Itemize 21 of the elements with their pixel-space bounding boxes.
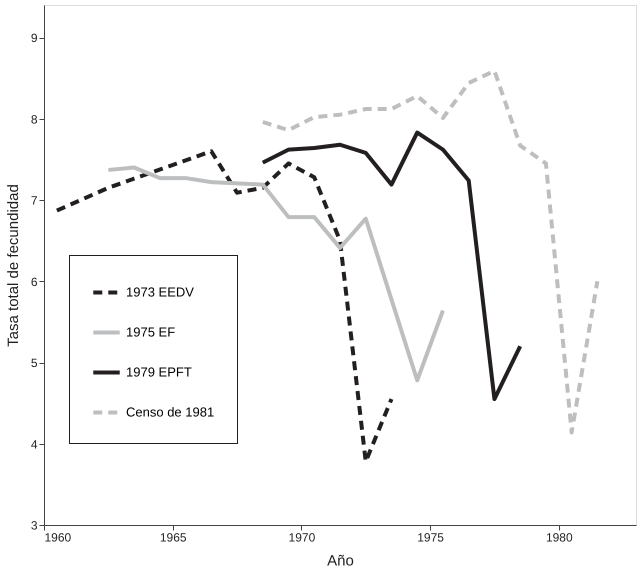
x-tick-label: 1975 <box>417 530 444 544</box>
y-tick-label: 6 <box>30 274 38 289</box>
y-tick-label: 3 <box>30 518 38 532</box>
y-axis-title: Tasa total de fecundidad <box>4 184 22 347</box>
line-series <box>106 166 445 382</box>
line-series <box>260 130 522 402</box>
legend-label: 1979 EPFT <box>126 364 192 380</box>
y-tick-label: 9 <box>30 31 38 45</box>
x-tick-label: 1980 <box>546 530 573 544</box>
y-tick-label: 4 <box>30 437 38 452</box>
legend-label: 1973 EEDV <box>126 284 194 300</box>
y-tick-label: 7 <box>30 194 38 208</box>
y-tick-label: 5 <box>30 356 38 370</box>
y-tick-label: 8 <box>30 112 38 126</box>
legend-label: Censo de 1981 <box>126 404 214 420</box>
x-tick-label: 1960 <box>44 530 72 544</box>
x-tick-label: 1965 <box>160 530 187 544</box>
x-tick-label: 1970 <box>288 530 316 544</box>
line-series <box>260 68 600 434</box>
x-axis-title: Año <box>327 552 354 570</box>
legend-label: 1975 EF <box>126 324 176 340</box>
